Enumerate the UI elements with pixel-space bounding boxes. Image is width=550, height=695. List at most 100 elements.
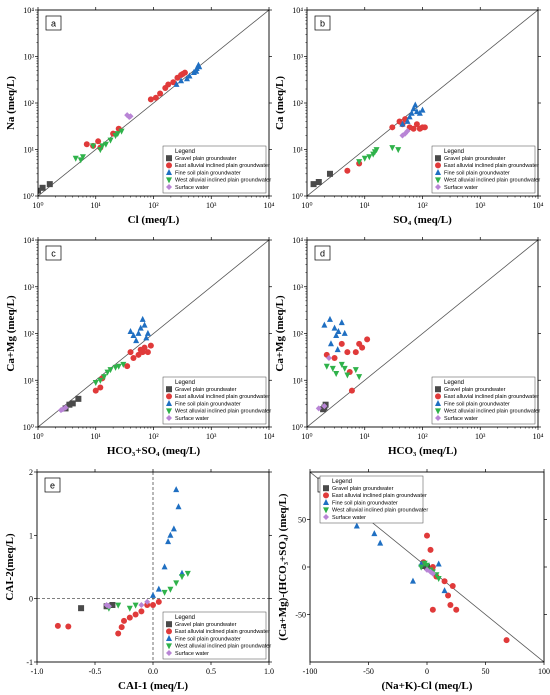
- y-tick-label: 10³: [293, 53, 304, 62]
- x-tick-label: 10³: [206, 432, 217, 441]
- point-gravel: [78, 605, 85, 612]
- point-east: [144, 349, 151, 356]
- point-fine: [413, 108, 420, 115]
- point-fine: [165, 538, 172, 545]
- point-surface: [325, 354, 332, 361]
- x-tick-label: 0.5: [206, 667, 216, 676]
- point-east: [132, 611, 139, 618]
- point-east: [413, 121, 420, 128]
- point-fine: [130, 332, 137, 339]
- legend-marker-east: [323, 492, 329, 499]
- x-tick-label: 10³: [206, 201, 217, 210]
- legend-entry-surface: Surface water: [444, 185, 478, 191]
- point-fine: [321, 321, 328, 328]
- x-tick-label: 10¹: [360, 432, 371, 441]
- point-east: [147, 342, 154, 349]
- point-east: [65, 623, 72, 630]
- legend-swatch-west: [166, 643, 172, 650]
- legend-swatch-west: [323, 507, 329, 514]
- legend-entry-east: East alluvial inclined plain groundwater: [175, 629, 270, 635]
- point-gravel: [109, 602, 116, 608]
- legend-title: Legend: [175, 615, 195, 621]
- point-east: [181, 69, 188, 76]
- legend-entry-gravel: Gravel plain groundwater: [332, 486, 394, 492]
- point-gravel: [38, 187, 41, 194]
- y-tick-label: 10³: [24, 283, 35, 292]
- legend-marker-west: [435, 177, 441, 184]
- legend-marker-gravel: [166, 386, 172, 393]
- point-surface: [429, 570, 436, 577]
- series-west: [356, 145, 402, 166]
- series-east: [83, 69, 188, 151]
- point-east: [441, 578, 448, 585]
- point-east: [429, 606, 436, 613]
- point-gravel: [75, 395, 82, 402]
- point-east: [424, 532, 430, 539]
- one-to-one-line: [307, 240, 538, 427]
- point-gravel: [46, 181, 53, 188]
- x-tick-label: 10⁰: [301, 432, 312, 441]
- point-fine: [371, 530, 378, 537]
- point-east: [170, 79, 177, 86]
- legend-title: Legend: [175, 149, 195, 155]
- point-fine: [412, 101, 419, 108]
- series-fine: [127, 315, 151, 344]
- point-fine: [127, 327, 134, 334]
- point-west: [92, 379, 99, 386]
- point-west: [104, 369, 111, 376]
- point-west: [107, 367, 114, 374]
- legend-swatch-fine: [323, 499, 329, 505]
- legend-marker-west: [166, 643, 172, 650]
- legend-entry-fine: Fine soil plain groundwater: [444, 170, 510, 176]
- x-tick-label: -1.0: [31, 667, 44, 676]
- x-tick-label: 0.0: [148, 667, 158, 676]
- point-east: [139, 349, 146, 356]
- point-fine: [139, 315, 146, 322]
- point-fine: [416, 109, 423, 116]
- point-west: [361, 155, 368, 162]
- point-west: [329, 365, 336, 372]
- x-tick-label: 10¹: [91, 201, 102, 210]
- legend-entry-gravel: Gravel plain groundwater: [175, 156, 237, 162]
- y-tick-label: 10²: [24, 99, 35, 108]
- one-to-one-line: [38, 240, 269, 427]
- point-east: [364, 336, 371, 343]
- legend-marker-west: [435, 408, 441, 415]
- point-east: [144, 602, 151, 608]
- y-tick-label: 10⁴: [23, 236, 34, 245]
- legend-box: [162, 611, 267, 660]
- point-east: [389, 124, 396, 131]
- x-tick-label: 10⁰: [32, 432, 43, 441]
- point-fine: [150, 591, 156, 598]
- legend-marker-west: [323, 507, 329, 514]
- y-tick-label: -50: [295, 611, 306, 620]
- legend-entry-fine: Fine soil plain groundwater: [175, 636, 241, 642]
- legend-entry-gravel: Gravel plain groundwater: [175, 622, 237, 628]
- y-axis-label: Ca+Mg (meq/L): [5, 295, 17, 372]
- point-east: [95, 138, 102, 145]
- legend-marker-gravel: [435, 155, 441, 162]
- series-surface: [57, 404, 69, 414]
- point-fine: [409, 577, 416, 584]
- series-fine: [399, 101, 426, 127]
- point-east: [118, 624, 125, 631]
- legend-box: [431, 145, 536, 194]
- point-west: [115, 602, 122, 609]
- point-west: [338, 361, 345, 368]
- panel-label: e: [50, 481, 55, 491]
- y-tick-label: 10¹: [293, 146, 304, 155]
- point-fine: [419, 106, 426, 113]
- legend-marker-east: [435, 393, 441, 400]
- point-east: [124, 363, 131, 370]
- one-to-one-line: [38, 10, 269, 196]
- plot-frame: [309, 471, 545, 663]
- series-east: [92, 342, 154, 394]
- x-tick-label: 10¹: [91, 432, 102, 441]
- point-fine: [333, 332, 340, 339]
- legend-entry-surface: Surface water: [332, 515, 366, 521]
- point-fine: [155, 585, 162, 592]
- legend-entry-fine: Fine soil plain groundwater: [175, 170, 241, 176]
- point-fine: [135, 329, 142, 336]
